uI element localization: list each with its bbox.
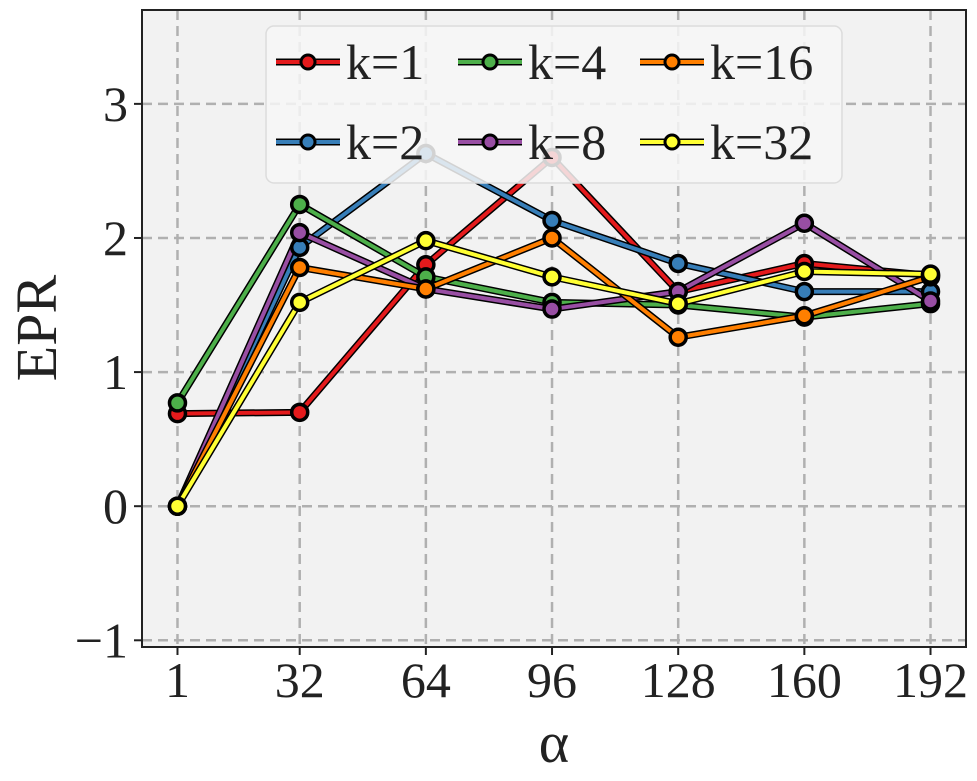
point-k8-x96 — [542, 299, 562, 319]
y-tick-label: 2 — [103, 210, 128, 266]
x-tick-label: 32 — [275, 652, 325, 708]
y-tick-label: 1 — [103, 344, 128, 400]
legend-label: k=8 — [528, 114, 606, 170]
point-k2-x128 — [668, 253, 688, 274]
legend: k=1 k=2 k=4 k=8 k=16 k=32 — [265, 25, 843, 184]
point-k8-x160 — [794, 213, 815, 233]
x-tick-label: 192 — [893, 652, 968, 708]
point-k4-x32 — [289, 194, 310, 215]
point-k16-x160 — [794, 306, 815, 326]
point-k32-x64 — [416, 230, 436, 251]
point-k32-x32 — [289, 292, 310, 313]
x-tick-label: 64 — [401, 652, 451, 708]
y-tick-label: 0 — [103, 478, 128, 534]
series-markers — [167, 143, 941, 516]
legend-label: k=4 — [528, 34, 606, 90]
point-k2-x160 — [794, 281, 815, 302]
legend-label: k=32 — [710, 114, 813, 170]
point-k32-x96 — [542, 267, 562, 287]
point-k32-x128 — [668, 293, 688, 314]
point-k16-x32 — [289, 257, 310, 278]
x-axis-ticks: 1 32 64 96 128 160 192 — [165, 647, 968, 708]
legend-label: k=2 — [346, 114, 424, 170]
legend-label: k=16 — [710, 34, 813, 90]
point-k16-x96 — [542, 228, 562, 248]
legend-marker — [481, 53, 499, 71]
legend-marker — [481, 133, 499, 151]
point-k32-x1 — [167, 496, 188, 516]
point-k1-x32 — [289, 402, 310, 423]
legend-item-k16: k=16 — [640, 34, 813, 90]
x-axis-label: α — [539, 710, 569, 775]
legend-marker — [299, 133, 317, 151]
point-k8-x32 — [289, 222, 310, 243]
x-tick-label: 96 — [527, 652, 577, 708]
point-k2-x96 — [542, 210, 562, 231]
x-tick-label: 160 — [767, 652, 842, 708]
point-k16-x64 — [416, 279, 436, 299]
plot-frame — [141, 9, 967, 648]
legend-item-k8: k=8 — [458, 114, 606, 170]
point-k8-x192 — [920, 291, 941, 311]
x-tick-label: 1 — [165, 652, 190, 708]
legend-item-k4: k=4 — [458, 34, 606, 90]
legend-label: k=1 — [346, 34, 424, 90]
legend-item-k2: k=2 — [276, 114, 424, 170]
y-tick-label: 3 — [103, 76, 128, 132]
point-k32-x192 — [920, 264, 941, 284]
x-tick-label: 128 — [641, 652, 716, 708]
legend-marker — [299, 53, 317, 71]
legend-item-k32: k=32 — [640, 114, 813, 170]
y-tick-label: −1 — [75, 612, 128, 668]
legend-marker — [663, 53, 681, 71]
legend-item-k1: k=1 — [276, 34, 424, 90]
point-k4-x1 — [167, 393, 188, 413]
legend-marker — [663, 133, 681, 151]
point-k32-x160 — [794, 261, 815, 282]
y-axis-ticks: −1 0 1 2 3 — [75, 76, 142, 668]
point-k16-x128 — [668, 327, 688, 347]
y-axis-label: EPR — [4, 275, 69, 382]
